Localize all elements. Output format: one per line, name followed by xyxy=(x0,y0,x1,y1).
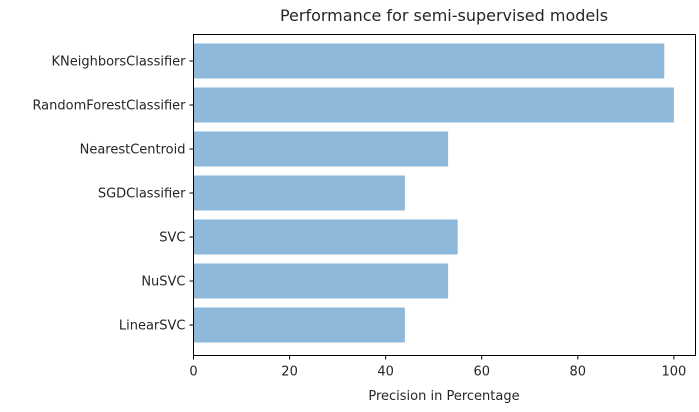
y-tick-label-nusvc: NuSVC xyxy=(141,275,185,290)
y-tick-label-sgdclassifier: SGDClassifier xyxy=(98,187,186,202)
bar-sgdclassifier xyxy=(193,175,405,211)
x-tick-label-40: 40 xyxy=(377,365,394,380)
bars-layer xyxy=(193,43,674,343)
bar-randomforestclassifier xyxy=(193,87,674,123)
y-tick-label-kneighborsclassifier: KNeighborsClassifier xyxy=(51,55,186,70)
x-tick-label-60: 60 xyxy=(473,365,490,380)
bar-svc xyxy=(193,219,458,255)
x-tick-label-100: 100 xyxy=(661,365,686,380)
plot-area-frame xyxy=(193,34,696,356)
ticks-layer: KNeighborsClassifier RandomForestClassifi… xyxy=(32,55,686,380)
bar-kneighborsclassifier xyxy=(193,43,665,79)
y-tick-label-randomforestclassifier: RandomForestClassifier xyxy=(32,99,186,114)
bar-nearestcentroid xyxy=(193,131,449,167)
x-axis-label: Precision in Percentage xyxy=(368,389,519,404)
x-tick-label-0: 0 xyxy=(189,365,197,380)
x-tick-label-20: 20 xyxy=(281,365,298,380)
chart-title: Performance for semi-supervised models xyxy=(280,6,608,25)
bar-nusvc xyxy=(193,263,449,299)
y-tick-label-nearestcentroid: NearestCentroid xyxy=(80,143,186,158)
y-tick-label-svc: SVC xyxy=(159,231,185,246)
x-tick-label-80: 80 xyxy=(570,365,587,380)
bar-linearsvc xyxy=(193,307,405,343)
y-tick-label-linearsvc: LinearSVC xyxy=(119,319,186,334)
